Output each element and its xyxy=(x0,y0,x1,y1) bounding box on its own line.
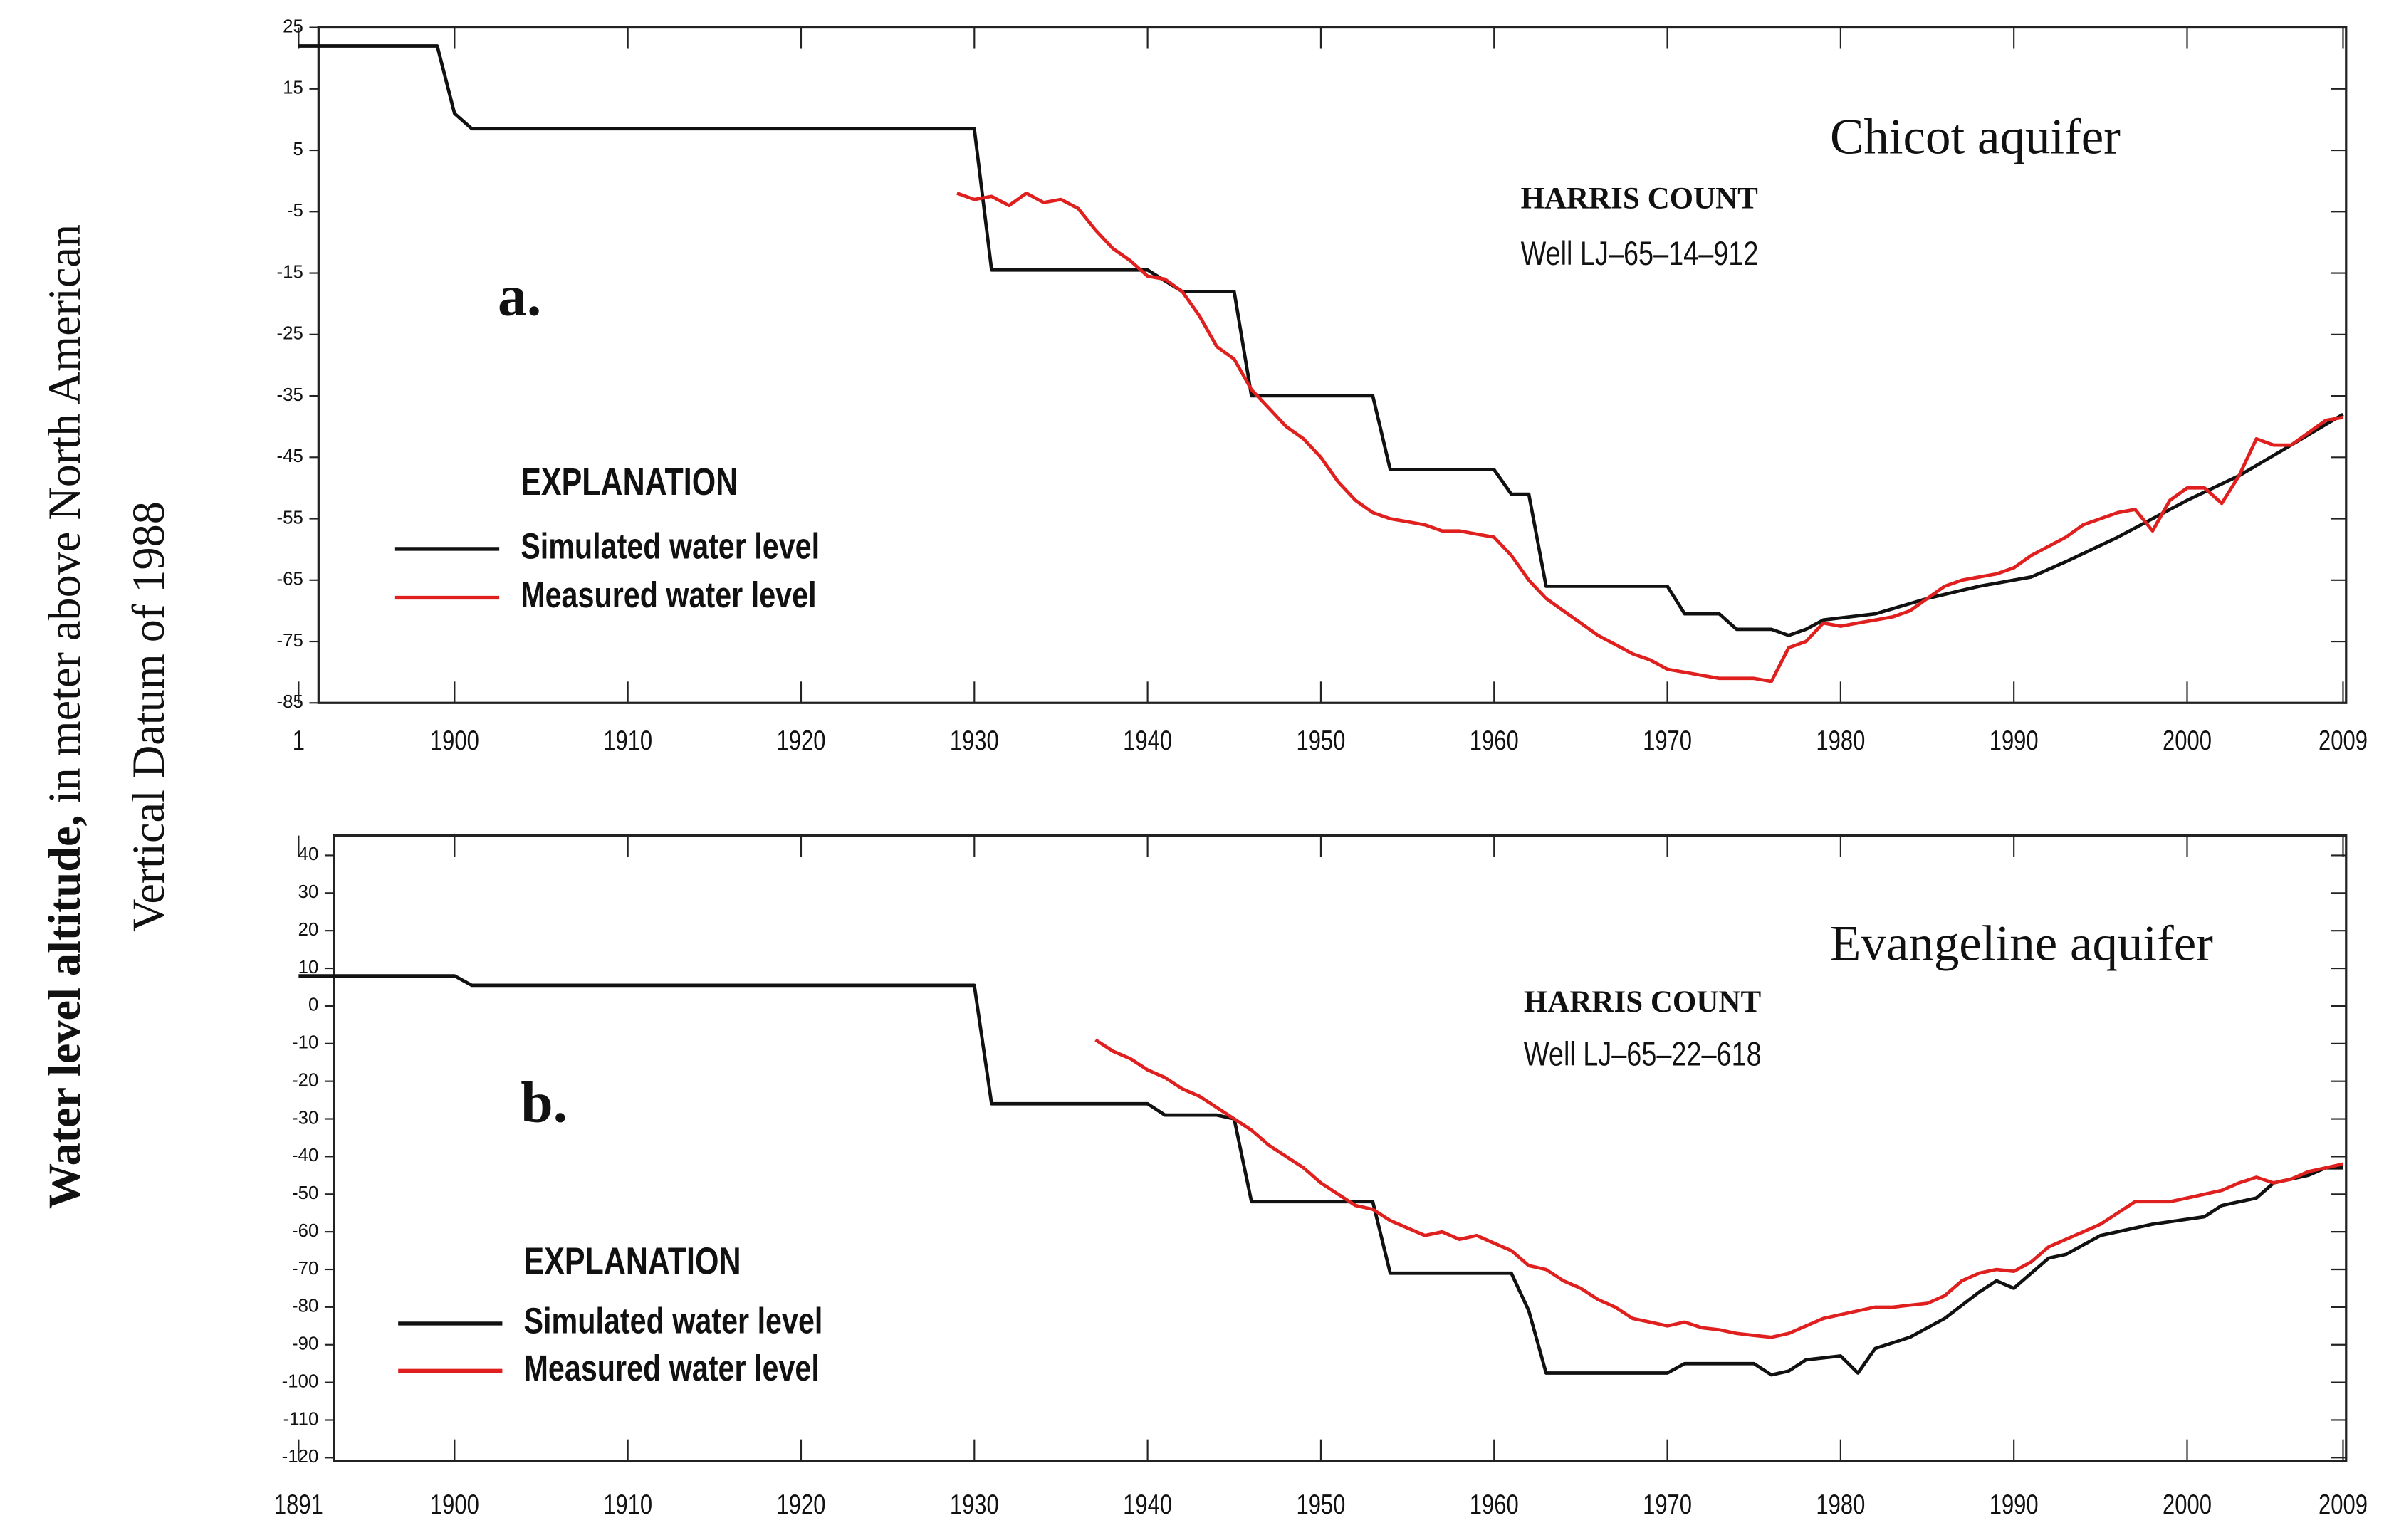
legend-label: Simulated water level xyxy=(524,1300,823,1341)
well-label: Well LJ–65–14–912 xyxy=(1521,235,1759,273)
legend-label: Measured water level xyxy=(521,575,816,615)
y-tick-label: 0 xyxy=(308,995,318,1015)
y-tick-label: -25 xyxy=(277,324,303,344)
x-tick-label: 2000 xyxy=(2163,726,2212,756)
y-tick-label: -80 xyxy=(292,1297,318,1316)
y-tick-label: 10 xyxy=(298,958,319,978)
x-tick-label: 1960 xyxy=(1470,726,1519,756)
legend-label: Simulated water level xyxy=(521,525,820,566)
plot-frame xyxy=(317,26,2348,704)
y-axis-label-2: Vertical Datum of 1988 xyxy=(123,501,174,932)
x-tick-label: 1891 xyxy=(274,1489,323,1520)
series-line xyxy=(298,44,2344,637)
panel-title: Chicot aquifer xyxy=(1830,110,2121,165)
y-tick-label: -120 xyxy=(282,1447,319,1467)
x-tick-label: 1900 xyxy=(430,1489,479,1520)
y-tick-label: -50 xyxy=(292,1183,318,1203)
series-line xyxy=(1094,1038,2343,1339)
x-tick-label: 1960 xyxy=(1470,1489,1519,1520)
series-line xyxy=(956,191,2343,683)
x-tick-label: 1950 xyxy=(1296,726,1345,756)
y-axis-label-rest: in meter above North American xyxy=(38,224,89,814)
y-tick-label: -100 xyxy=(282,1371,319,1391)
y-tick-label: -60 xyxy=(292,1221,318,1241)
x-tick-label: 2000 xyxy=(2163,1489,2212,1520)
x-tick-label: 1920 xyxy=(777,1489,826,1520)
y-tick-label: 15 xyxy=(283,78,303,98)
x-tick-label: 1990 xyxy=(1990,1489,2039,1520)
legend-title: EXPLANATION xyxy=(521,461,738,504)
well-label: Well LJ–65–22–618 xyxy=(1524,1036,1762,1074)
y-tick-label: 30 xyxy=(298,882,319,902)
county-label: HARRIS COUNT xyxy=(1524,985,1761,1019)
x-tick-label: 1920 xyxy=(777,726,826,756)
y-tick-label: -30 xyxy=(292,1108,318,1128)
y-tick-label: -10 xyxy=(292,1033,318,1053)
y-axis-label-line2: Vertical Datum of 1988 xyxy=(123,501,174,932)
y-tick-label: -45 xyxy=(277,446,303,466)
y-tick-label: -55 xyxy=(277,508,303,528)
x-tick-label: 1970 xyxy=(1643,1489,1692,1520)
x-tick-label: 1940 xyxy=(1123,726,1172,756)
y-tick-label: 25 xyxy=(283,16,303,36)
x-tick-label: 1910 xyxy=(603,726,652,756)
y-tick-label: -20 xyxy=(292,1070,318,1090)
x-tick-label: 1910 xyxy=(603,1489,652,1520)
y-tick-label: -75 xyxy=(277,631,303,651)
y-tick-label: -65 xyxy=(277,570,303,590)
x-tick-label: 2009 xyxy=(2319,726,2368,756)
y-tick-label: -35 xyxy=(277,385,303,405)
y-axis-label: Water level altitude, in meter above Nor… xyxy=(38,224,89,1209)
panel-letter: b. xyxy=(521,1070,568,1135)
y-axis-label-line1: Water level altitude, in meter above Nor… xyxy=(38,224,89,1209)
y-tick-label: -110 xyxy=(283,1409,319,1429)
panel-title: Evangeline aquifer xyxy=(1830,916,2213,971)
panel-letter: a. xyxy=(498,263,541,328)
county-label: HARRIS COUNT xyxy=(1521,182,1758,216)
x-tick-label: 2009 xyxy=(2319,1489,2368,1520)
y-tick-label: -90 xyxy=(292,1334,318,1354)
y-tick-label: 5 xyxy=(293,140,303,159)
x-tick-label: 1980 xyxy=(1816,726,1865,756)
x-tick-label: 1950 xyxy=(1296,1489,1345,1520)
plot-frame xyxy=(333,834,2348,1462)
x-tick-label: 1930 xyxy=(950,726,999,756)
x-tick-label: 1980 xyxy=(1816,1489,1865,1520)
legend-label: Measured water level xyxy=(524,1348,820,1388)
x-tick-label: 1900 xyxy=(430,726,479,756)
x-tick-label: 1940 xyxy=(1123,1489,1172,1520)
x-tick-label: 1970 xyxy=(1643,726,1692,756)
y-axis-label-bold: Water level altitude, xyxy=(38,814,89,1209)
y-tick-label: 20 xyxy=(298,920,319,940)
y-tick-label: -5 xyxy=(287,201,303,221)
x-tick-label: 1 xyxy=(293,726,305,756)
y-tick-label: -15 xyxy=(277,262,303,282)
legend-title: EXPLANATION xyxy=(524,1240,741,1283)
y-tick-label: -40 xyxy=(292,1146,318,1166)
y-tick-label: -70 xyxy=(292,1259,318,1279)
series-line xyxy=(298,974,2343,1377)
y-tick-label: 40 xyxy=(298,844,319,864)
x-tick-label: 1990 xyxy=(1990,726,2039,756)
x-tick-label: 1930 xyxy=(950,1489,999,1520)
